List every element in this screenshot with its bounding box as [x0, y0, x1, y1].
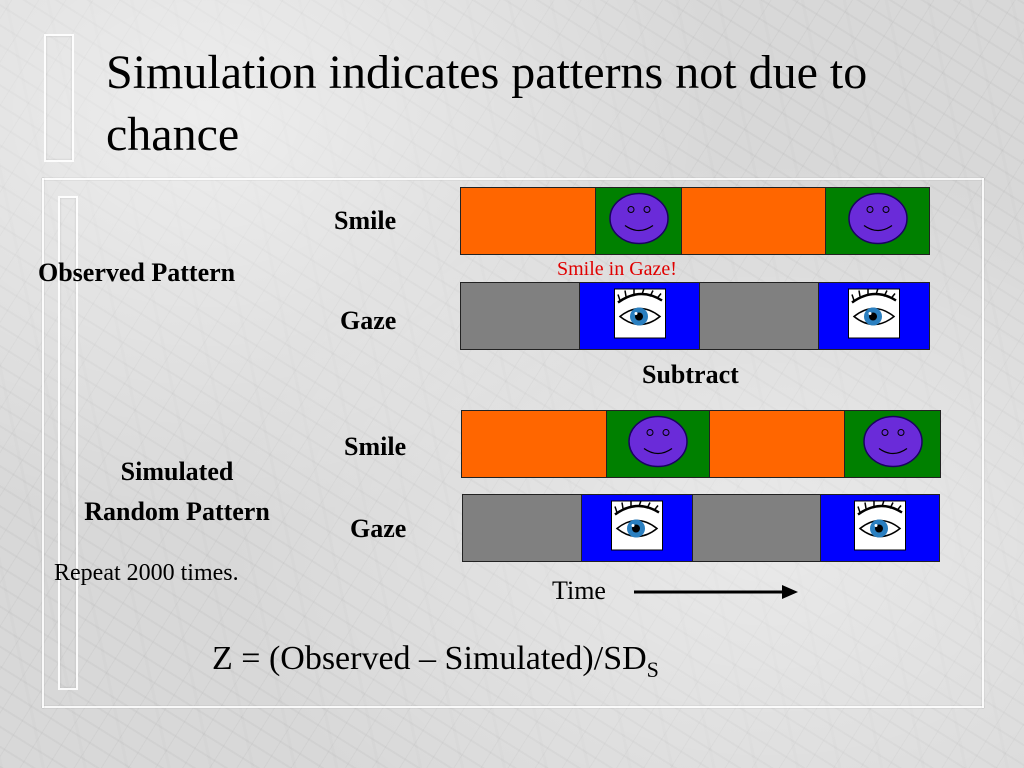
smile-off-segment: [462, 411, 608, 477]
time-label: Time: [552, 576, 606, 605]
body-accent-bar: [58, 196, 78, 690]
gaze-off-segment: [699, 283, 820, 349]
simulated-label-line2: Random Pattern: [84, 497, 270, 526]
frame-left-line: [42, 178, 44, 708]
smile-on-segment: [607, 411, 710, 477]
gaze-off-segment: [461, 283, 581, 349]
gaze-off-segment: [693, 495, 821, 561]
observed-smile-label: Smile: [334, 206, 397, 235]
simulated-label-line1: Simulated: [120, 457, 234, 486]
repeat-note: Repeat 2000 times.: [54, 560, 239, 586]
z-score-formula: Z = (Observed – Simulated)/SDS: [212, 640, 659, 683]
smiley-face-icon: [862, 415, 924, 474]
observed-smile-bar: [460, 187, 930, 255]
eye-icon: [613, 288, 666, 344]
eye-icon: [853, 500, 906, 556]
smile-on-segment: [845, 411, 941, 477]
slide-title: Simulation indicates patterns not due to…: [106, 46, 868, 161]
smiley-face-icon: [847, 192, 909, 251]
smiley-face-icon: [608, 192, 670, 251]
smile-off-segment: [461, 188, 597, 254]
simulated-smile-label: Smile: [344, 432, 407, 461]
gaze-on-segment: [580, 283, 700, 349]
subtract-label: Subtract: [642, 360, 739, 389]
formula-subscript: S: [646, 656, 659, 682]
arrow-right-icon: [634, 585, 798, 599]
simulated-gaze-label: Gaze: [350, 514, 407, 543]
smile-on-segment: [596, 188, 683, 254]
eye-icon: [610, 500, 663, 556]
simulated-pattern-label: Simulated Random Pattern: [52, 452, 302, 532]
gaze-on-segment: [819, 283, 929, 349]
gaze-on-segment: [581, 495, 694, 561]
simulated-gaze-bar: [462, 494, 940, 562]
eye-icon: [848, 288, 901, 344]
frame-bottom-line: [42, 706, 984, 708]
title-accent-bar: [44, 34, 74, 162]
gaze-on-segment: [820, 495, 939, 561]
smile-on-segment: [826, 188, 930, 254]
gaze-off-segment: [463, 495, 582, 561]
smiley-face-icon: [627, 415, 689, 474]
frame-right-line: [982, 178, 984, 708]
smile-off-segment: [709, 411, 846, 477]
observed-gaze-label: Gaze: [340, 306, 397, 335]
smile-in-gaze-note: Smile in Gaze!: [557, 258, 677, 280]
formula-main: Z = (Observed – Simulated)/SD: [212, 640, 647, 677]
frame-top-line: [42, 178, 984, 180]
smile-off-segment: [682, 188, 827, 254]
observed-gaze-bar: [460, 282, 930, 350]
observed-pattern-label: Observed Pattern: [38, 258, 236, 287]
simulated-smile-bar: [461, 410, 941, 478]
